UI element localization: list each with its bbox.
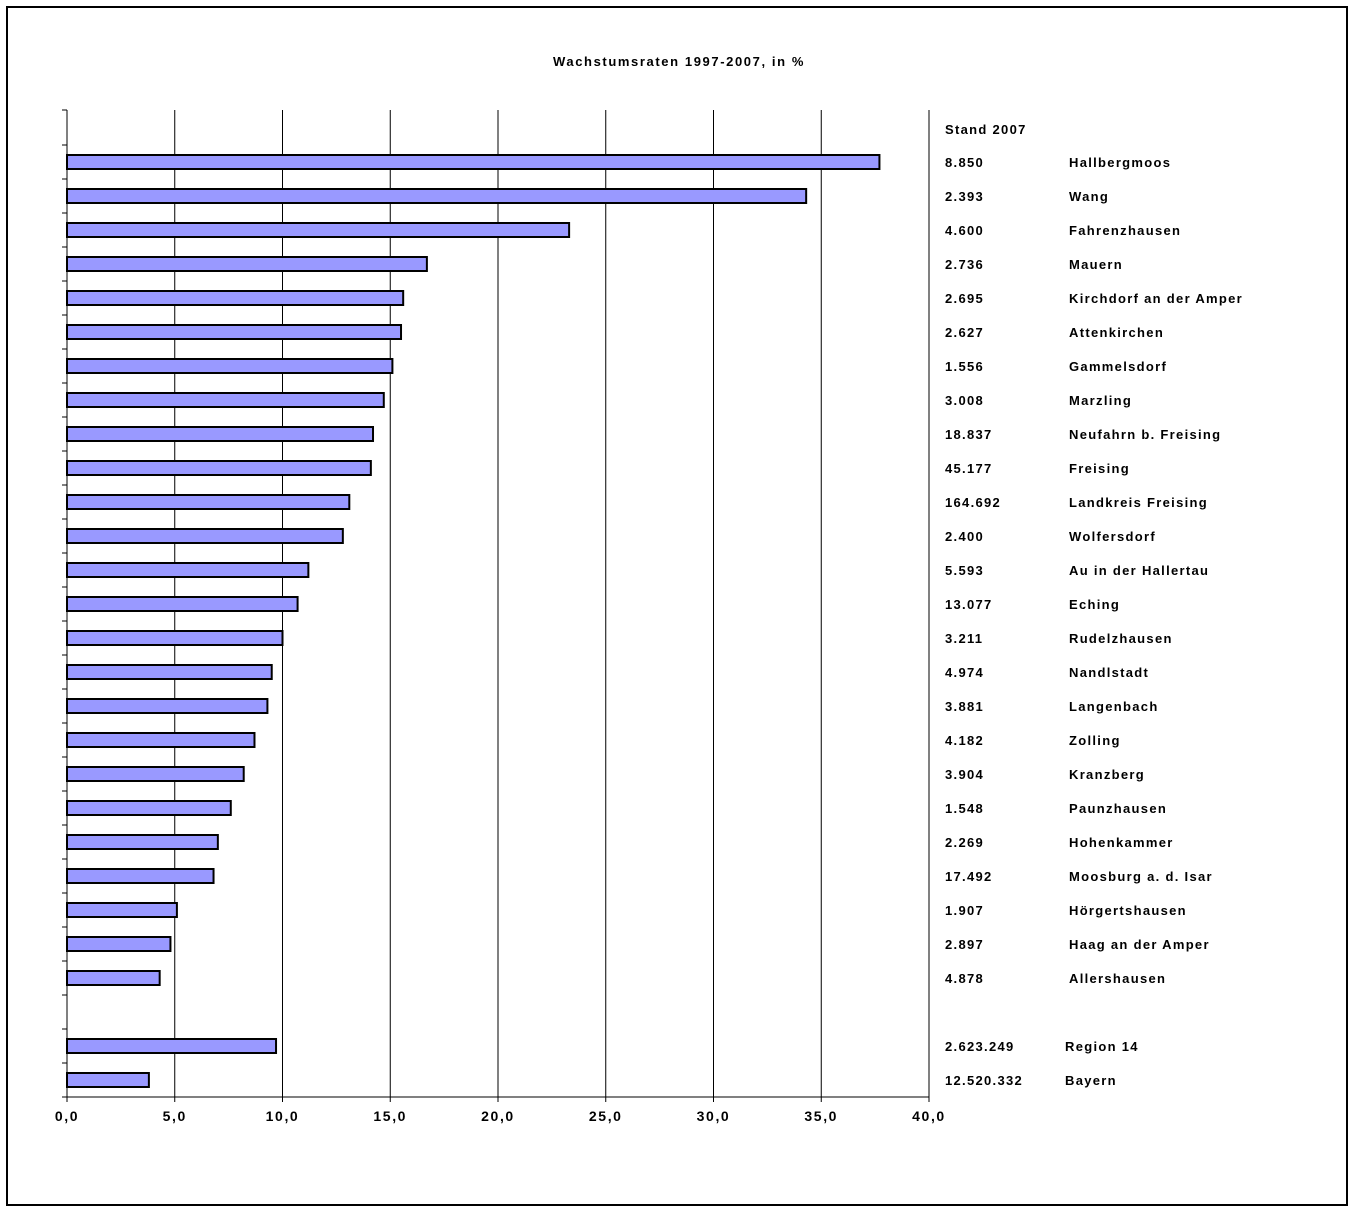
category-label: Bayern — [1065, 1073, 1117, 1088]
x-tick-label: 10,0 — [266, 1108, 300, 1124]
stand-value: 2.393 — [945, 189, 984, 204]
category-label: Kranzberg — [1069, 767, 1145, 782]
bar — [66, 426, 375, 442]
category-label: Marzling — [1069, 393, 1132, 408]
category-label: Rudelzhausen — [1069, 631, 1173, 646]
bar — [66, 596, 299, 612]
bar — [66, 392, 385, 408]
category-label: Hallbergmoos — [1069, 155, 1171, 170]
bar — [66, 834, 219, 850]
gridlines — [174, 110, 930, 1097]
x-tick-label: 40,0 — [912, 1108, 946, 1124]
category-label: Region 14 — [1065, 1039, 1139, 1054]
axes — [62, 109, 930, 1102]
chart-title: Wachstumsraten 1997-2007, in % — [553, 54, 805, 69]
chart-frame — [6, 6, 1348, 1206]
stand-value: 17.492 — [945, 869, 993, 884]
stand-value: 1.548 — [945, 801, 984, 816]
x-tick-label: 25,0 — [589, 1108, 623, 1124]
stand-value: 3.904 — [945, 767, 984, 782]
bar — [66, 902, 178, 918]
stand-value: 3.881 — [945, 699, 984, 714]
stand-value: 3.211 — [945, 631, 983, 646]
stand-value: 2.269 — [945, 835, 984, 850]
stand-value: 8.850 — [945, 155, 984, 170]
x-tick-label: 35,0 — [804, 1108, 838, 1124]
stand-value: 2.736 — [945, 257, 984, 272]
x-tick-label: 15,0 — [373, 1108, 407, 1124]
stand-value: 12.520.332 — [945, 1073, 1023, 1088]
bar — [66, 664, 273, 680]
stand-header: Stand 2007 — [945, 122, 1027, 137]
category-label: Haag an der Amper — [1069, 937, 1210, 952]
bar — [66, 290, 405, 306]
category-label: Gammelsdorf — [1069, 359, 1167, 374]
stand-value: 18.837 — [945, 427, 993, 442]
category-label: Fahrenzhausen — [1069, 223, 1181, 238]
stand-value: 2.695 — [945, 291, 984, 306]
category-label: Hohenkammer — [1069, 835, 1174, 850]
bar — [66, 324, 403, 340]
stand-value: 4.974 — [945, 665, 984, 680]
bar — [66, 528, 344, 544]
category-label: Zolling — [1069, 733, 1121, 748]
bar — [66, 1072, 150, 1088]
bar — [66, 766, 245, 782]
stand-value: 13.077 — [945, 597, 993, 612]
x-tick-label: 30,0 — [697, 1108, 731, 1124]
stand-value: 1.556 — [945, 359, 984, 374]
category-label: Moosburg a. d. Isar — [1069, 869, 1213, 884]
category-label: Freising — [1069, 461, 1130, 476]
category-label: Nandlstadt — [1069, 665, 1149, 680]
category-label: Au in der Hallertau — [1069, 563, 1209, 578]
bar — [66, 460, 372, 476]
stand-value: 4.878 — [945, 971, 984, 986]
stand-value: 164.692 — [945, 495, 1001, 510]
bar — [66, 630, 284, 646]
category-label: Hörgertshausen — [1069, 903, 1187, 918]
bar — [66, 222, 571, 238]
category-label: Mauern — [1069, 257, 1123, 272]
stand-value: 5.593 — [945, 563, 984, 578]
bar — [66, 868, 215, 884]
category-label: Eching — [1069, 597, 1120, 612]
bar — [66, 1038, 278, 1054]
category-label: Landkreis Freising — [1069, 495, 1208, 510]
stand-value: 4.600 — [945, 223, 984, 238]
bar — [66, 732, 256, 748]
bar — [66, 256, 428, 272]
category-label: Attenkirchen — [1069, 325, 1164, 340]
stand-value: 45.177 — [945, 461, 993, 476]
bar — [66, 494, 351, 510]
stand-value: 1.907 — [945, 903, 984, 918]
stand-value: 2.897 — [945, 937, 984, 952]
x-tick-label: 5,0 — [163, 1108, 187, 1124]
stand-value: 4.182 — [945, 733, 984, 748]
bar — [66, 800, 232, 816]
stand-value: 2.623.249 — [945, 1039, 1015, 1054]
category-label: Allershausen — [1069, 971, 1166, 986]
category-label: Wolfersdorf — [1069, 529, 1156, 544]
category-label: Wang — [1069, 189, 1109, 204]
stand-value: 2.400 — [945, 529, 984, 544]
bar — [66, 970, 161, 986]
category-label: Paunzhausen — [1069, 801, 1167, 816]
stand-value: 3.008 — [945, 393, 984, 408]
bar — [66, 698, 269, 714]
bar — [66, 188, 808, 204]
labels: 8.850 Hallbergmoos 2.393 Wang 4.600 Fahrenzha… — [55, 155, 1243, 1124]
category-label: Neufahrn b. Freising — [1069, 427, 1221, 442]
x-tick-label: 0,0 — [55, 1108, 79, 1124]
bar — [66, 358, 394, 374]
category-label: Kirchdorf an der Amper — [1069, 291, 1243, 306]
category-label: Langenbach — [1069, 699, 1159, 714]
bar — [66, 154, 881, 170]
stand-value: 2.627 — [945, 325, 984, 340]
bars — [66, 154, 881, 1088]
x-tick-label: 20,0 — [481, 1108, 515, 1124]
bar — [66, 562, 310, 578]
bar — [66, 936, 172, 952]
